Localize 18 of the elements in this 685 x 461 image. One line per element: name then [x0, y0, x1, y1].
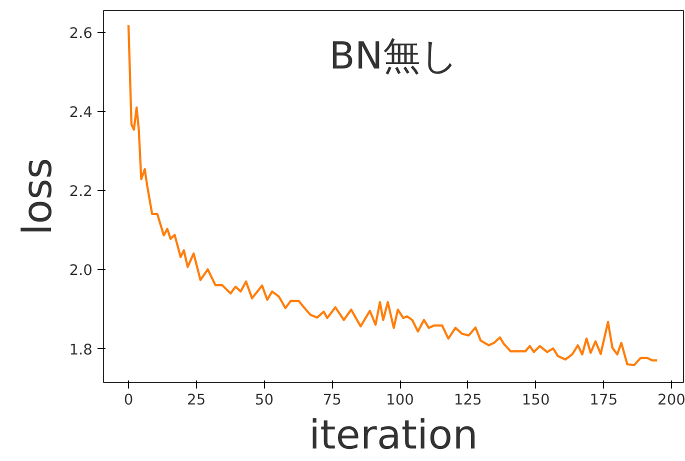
- x-tick-label: 100: [386, 392, 414, 408]
- x-tick-label: 75: [322, 392, 342, 408]
- x-tick-label: 150: [522, 392, 550, 408]
- text: BN無し: [329, 34, 458, 78]
- y-tick-label: 1.8: [69, 341, 93, 358]
- y-tick-label: 2.2: [69, 183, 93, 200]
- line-series: [127, 24, 658, 366]
- y-tick-label: 2.0: [69, 262, 93, 280]
- x-tick-label: 50: [254, 392, 274, 408]
- x-tick-label: 0: [124, 392, 134, 408]
- x-tick-label: 25: [187, 392, 206, 408]
- x-axis-title: iteration: [309, 412, 478, 458]
- x-tick-label: 175: [590, 392, 618, 408]
- y-tick-label: 2.4: [69, 104, 93, 121]
- y-axis-title: loss: [15, 158, 62, 236]
- x-tick-label: 125: [454, 392, 482, 408]
- x-tick-label: 200: [658, 392, 685, 408]
- y-tick-label: 2.6: [69, 24, 93, 42]
